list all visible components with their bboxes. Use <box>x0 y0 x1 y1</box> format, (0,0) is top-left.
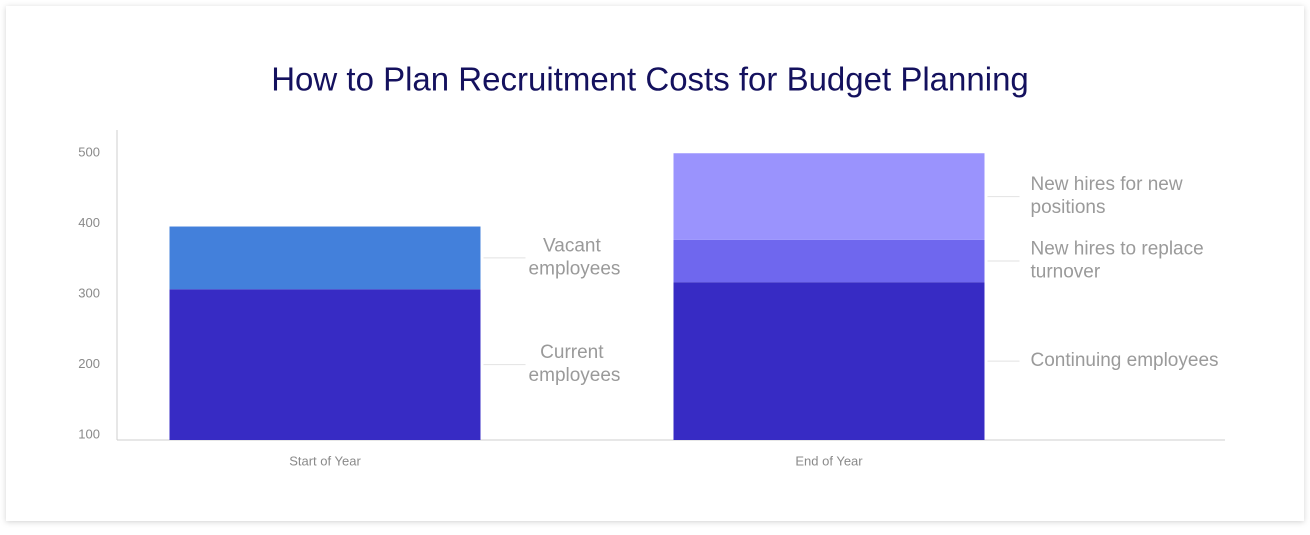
segment-label: New hires to replace turnover <box>1031 239 1209 283</box>
y-tick-label: 500 <box>78 145 100 160</box>
segment-label: New hires for new positions <box>1031 174 1188 218</box>
chart-title: How to Plan Recruitment Costs for Budget… <box>271 61 1029 98</box>
y-tick-label: 400 <box>78 215 100 230</box>
bar-segment <box>673 282 985 440</box>
x-tick-label: End of Year <box>795 453 863 468</box>
bar-segment <box>169 226 481 290</box>
y-tick-label: 200 <box>78 356 100 371</box>
segment-label: Vacant employees <box>529 235 621 279</box>
y-tick-label: 300 <box>78 286 100 301</box>
bar-segment <box>673 153 985 240</box>
x-tick-label: Start of Year <box>289 453 361 468</box>
segment-label: Current employees <box>529 342 621 386</box>
y-tick-label: 100 <box>78 427 100 442</box>
bar-segment <box>673 239 985 283</box>
plot <box>169 153 985 440</box>
segment-label: Continuing employees <box>1031 350 1219 371</box>
bar-segment <box>169 289 481 440</box>
